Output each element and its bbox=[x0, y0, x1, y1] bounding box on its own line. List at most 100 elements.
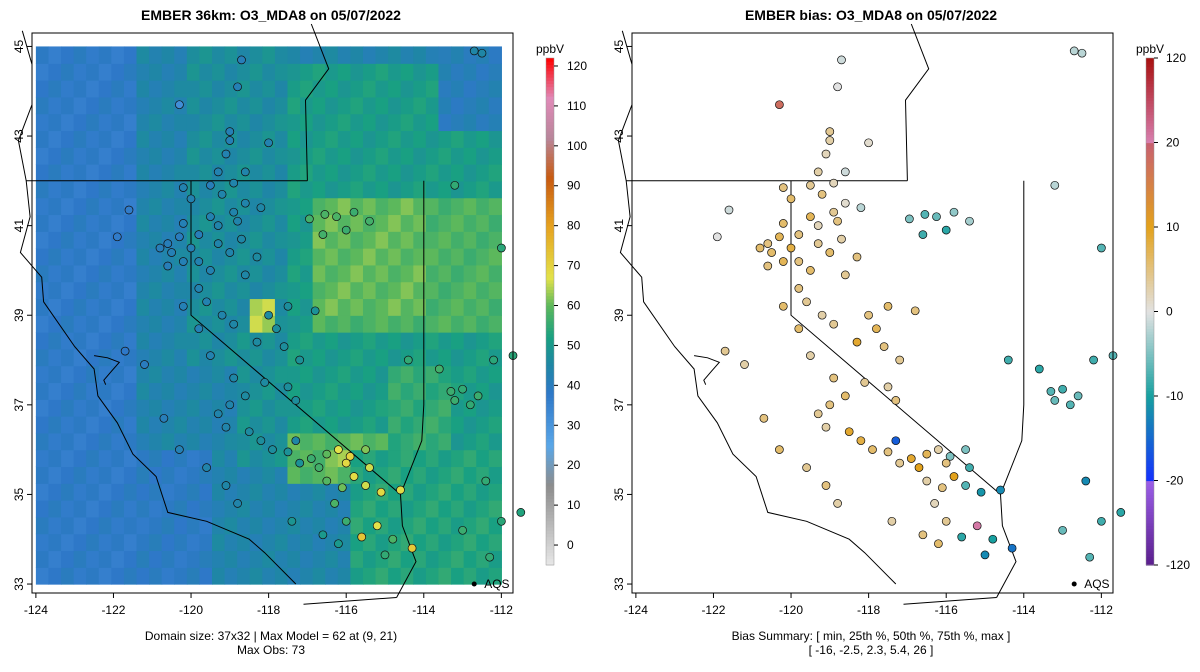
x-tick-label: -122 bbox=[701, 603, 725, 617]
bias-point bbox=[906, 454, 916, 463]
heatmap-cell bbox=[274, 399, 289, 417]
x-tick-label: -124 bbox=[24, 603, 48, 617]
heatmap-cell bbox=[388, 348, 402, 367]
colorbar-swatch bbox=[546, 384, 554, 389]
heatmap-cell bbox=[111, 63, 125, 81]
bias-point bbox=[905, 214, 914, 224]
heatmap-cell bbox=[161, 382, 175, 400]
bias-point bbox=[932, 212, 941, 222]
heatmap-cell bbox=[174, 113, 188, 132]
heatmap-cell bbox=[73, 231, 87, 249]
heatmap-cell bbox=[35, 449, 50, 468]
heatmap-cell bbox=[463, 231, 477, 249]
heatmap-cell bbox=[262, 382, 276, 400]
coastline bbox=[617, 30, 897, 585]
heatmap-cell bbox=[388, 147, 402, 165]
heatmap-cell bbox=[174, 348, 188, 367]
bias-point bbox=[833, 499, 842, 508]
heatmap-cell bbox=[400, 231, 414, 249]
heatmap-cell bbox=[61, 147, 75, 165]
heatmap-cell bbox=[451, 130, 465, 148]
colorbar-swatch bbox=[546, 403, 554, 408]
heatmap-cell bbox=[425, 130, 440, 148]
heatmap-cell bbox=[274, 567, 289, 585]
heatmap-cell bbox=[312, 96, 326, 115]
colorbar-swatch bbox=[546, 517, 554, 522]
heatmap-cell bbox=[287, 567, 301, 585]
heatmap-cell bbox=[362, 500, 377, 518]
heatmap-cell bbox=[350, 567, 364, 585]
heatmap-cell bbox=[463, 298, 477, 316]
heatmap-cell bbox=[86, 382, 100, 400]
heatmap-cell bbox=[388, 281, 402, 300]
heatmap-cell bbox=[463, 550, 477, 568]
heatmap-cell bbox=[476, 264, 490, 283]
observation-point bbox=[372, 521, 382, 531]
colorbar-swatch bbox=[1146, 511, 1154, 515]
heatmap-cell bbox=[274, 483, 289, 501]
x-tick-label: -116 bbox=[935, 603, 958, 617]
bias-point bbox=[949, 472, 959, 481]
heatmap-cell bbox=[375, 365, 389, 384]
heatmap-cell bbox=[488, 113, 502, 132]
colorbar-swatch bbox=[546, 96, 554, 100]
heatmap-cell bbox=[274, 466, 289, 484]
heatmap-cell bbox=[199, 63, 213, 81]
heatmap-cell bbox=[337, 315, 351, 333]
heatmap-cell bbox=[237, 332, 251, 350]
heatmap-cell bbox=[48, 248, 62, 266]
bias-point bbox=[1003, 355, 1013, 365]
colorbar-swatch bbox=[546, 514, 554, 519]
heatmap-cell bbox=[35, 80, 50, 98]
colorbar-swatch bbox=[1146, 466, 1154, 470]
colorbar-swatch bbox=[1146, 457, 1154, 462]
heatmap-cell bbox=[249, 214, 263, 232]
heatmap-cell bbox=[438, 500, 452, 518]
bias-point bbox=[802, 463, 811, 472]
heatmap-cell bbox=[86, 348, 100, 367]
heatmap-cell bbox=[123, 231, 138, 249]
colorbar-swatch bbox=[546, 321, 554, 325]
heatmap-cell bbox=[61, 567, 75, 585]
heatmap-cell bbox=[312, 248, 326, 266]
heatmap-cell bbox=[224, 63, 238, 81]
heatmap-cell bbox=[111, 516, 125, 535]
colorbar-swatch bbox=[1146, 396, 1154, 400]
colorbar-swatch bbox=[546, 80, 554, 84]
heatmap-cell bbox=[161, 46, 175, 64]
bias-point bbox=[920, 210, 930, 219]
heatmap-cell bbox=[136, 281, 150, 300]
heatmap-cell bbox=[400, 130, 414, 148]
heatmap-cell bbox=[388, 315, 402, 333]
heatmap-cell bbox=[237, 248, 251, 266]
x-tick-label: -120 bbox=[179, 603, 203, 617]
heatmap-cell bbox=[425, 80, 440, 98]
bias-point bbox=[740, 360, 749, 369]
heatmap-cell bbox=[476, 113, 490, 132]
colorbar-swatch bbox=[1146, 421, 1154, 425]
heatmap-cell bbox=[274, 516, 289, 535]
bias-point bbox=[775, 445, 784, 454]
heatmap-cell bbox=[438, 550, 452, 568]
colorbar-swatch bbox=[546, 542, 554, 547]
heatmap-cell bbox=[287, 197, 301, 216]
heatmap-cell bbox=[476, 432, 490, 451]
colorbar-swatch bbox=[1146, 401, 1154, 406]
heatmap-cell bbox=[476, 348, 490, 367]
colorbar-swatch bbox=[546, 416, 554, 420]
colorbar-swatch bbox=[1146, 342, 1154, 346]
heatmap-cell bbox=[73, 113, 87, 132]
heatmap-cell bbox=[438, 348, 452, 367]
colorbar-swatch bbox=[1146, 241, 1154, 245]
heatmap-cell bbox=[249, 449, 263, 468]
colorbar-swatch bbox=[1146, 139, 1154, 144]
heatmap-cell bbox=[287, 315, 301, 333]
heatmap-cell bbox=[237, 113, 251, 132]
y-tick-label: 35 bbox=[612, 487, 626, 501]
heatmap-cell bbox=[35, 382, 50, 400]
heatmap-cell bbox=[300, 533, 314, 552]
heatmap-cell bbox=[438, 130, 452, 148]
colorbar-tick-label: 10 bbox=[567, 498, 581, 512]
bias-point bbox=[941, 225, 951, 235]
heatmap-cell bbox=[300, 248, 314, 266]
